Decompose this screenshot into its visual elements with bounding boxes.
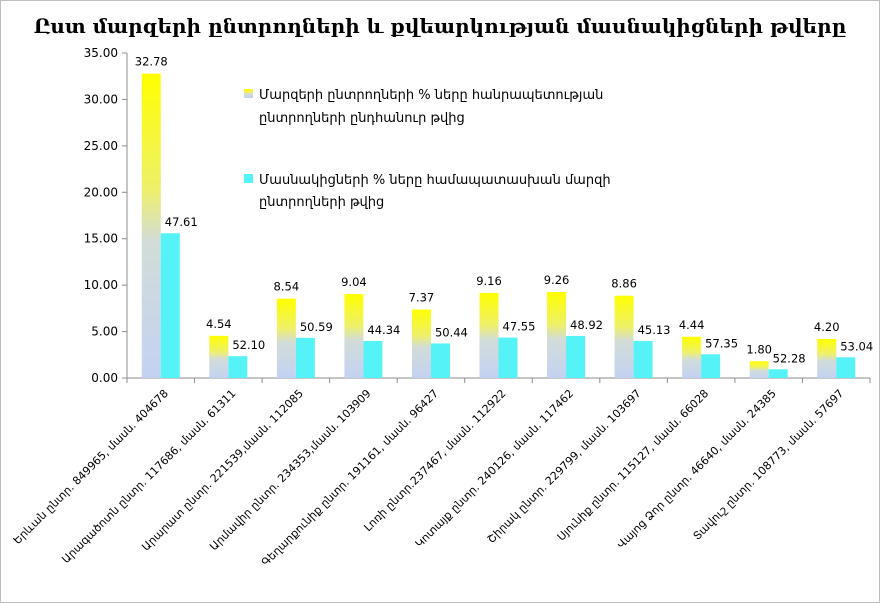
- bar-series-1: [682, 336, 702, 378]
- data-label-series-1: 4.20: [814, 320, 840, 334]
- bar-series-1: [344, 294, 364, 378]
- data-label-series-2: 50.44: [435, 325, 468, 339]
- x-tick-label: Լոռի ընտր.237467, մասն. 112922: [361, 387, 508, 534]
- data-label-series-2: 45.13: [638, 323, 671, 337]
- data-label-series-1: 9.26: [544, 273, 570, 287]
- bar-series-2: [228, 356, 248, 378]
- bar-series-2: [430, 343, 450, 378]
- bar-series-2: [566, 335, 586, 378]
- bar-series-2: [633, 340, 653, 378]
- x-tick-label: Երևան ընտր. 849965, մասն. 404678: [11, 387, 171, 547]
- legend-swatch-series-1: [244, 89, 253, 98]
- legend-label-series-2-line2: ընտրողների թվից: [259, 195, 384, 210]
- legend-label-series-1-line1: Մարզերի ընտրողների % ները հանրապետության: [259, 88, 603, 103]
- data-label-series-1: 32.78: [135, 55, 168, 69]
- x-tick-labels: Երևան ընտր. 849965, մասն. 404678Արագածոտ…: [11, 387, 847, 569]
- data-label-series-1: 9.16: [476, 274, 502, 288]
- x-tick-label: Շիրակ ընտր. 229799, մասն. 103697: [485, 387, 644, 546]
- bar-series-1: [411, 309, 431, 378]
- chart-title: Ըստ մարզերի ընտրողների և քվեարկության մա…: [33, 14, 847, 38]
- bar-series-2: [160, 233, 180, 378]
- y-tick-label: 10.00: [84, 278, 118, 292]
- data-label-series-2: 53.04: [840, 339, 873, 353]
- data-label-series-1: 8.86: [611, 277, 637, 291]
- y-tick-label: 25.00: [84, 139, 118, 153]
- data-label-series-2: 48.92: [570, 318, 603, 332]
- data-label-series-2: 47.61: [165, 215, 198, 229]
- y-tick-label: 20.00: [84, 185, 118, 199]
- x-tick-label: Տավուշ ընտր. 108773, մասն. 57697: [690, 387, 846, 543]
- y-tick-label: 30.00: [84, 92, 118, 106]
- data-label-series-2: 44.34: [367, 323, 400, 337]
- bar-series-2: [701, 354, 721, 378]
- legend: Մարզերի ընտրողների % ները հանրապետության…: [244, 88, 611, 210]
- x-tick-label: Սյունիք ընտր. 115127, մասն. 66028: [555, 387, 712, 544]
- bar-series-1: [749, 361, 769, 378]
- data-label-series-1: 4.44: [679, 318, 705, 332]
- bar-series-1: [276, 298, 296, 378]
- y-tick-label: 35.00: [84, 46, 118, 60]
- bar-series-1: [614, 295, 634, 378]
- data-label-series-2: 47.55: [503, 320, 536, 334]
- data-label-series-2: 52.10: [232, 338, 265, 352]
- data-label-series-1: 7.37: [409, 291, 435, 305]
- bar-series-1: [817, 339, 837, 378]
- data-label-series-1: 8.54: [274, 280, 300, 294]
- axes: 0.00 5.00 10.00 15.00 20.00 25.00 30.00 35.00: [84, 46, 871, 385]
- bar-series-1: [141, 73, 161, 378]
- y-tick-label: 5.00: [91, 325, 118, 339]
- bar-series-1: [547, 292, 567, 378]
- data-label-series-2: 57.35: [705, 336, 738, 350]
- bar-series-2: [768, 369, 788, 378]
- bar-series-2: [836, 357, 856, 378]
- bar-series-1: [479, 292, 499, 378]
- data-label-series-1: 4.54: [206, 317, 232, 331]
- y-tick-label: 15.00: [84, 232, 118, 246]
- data-label-series-2: 50.59: [300, 320, 333, 334]
- data-label-series-2: 52.28: [773, 351, 806, 365]
- legend-label-series-2-line1: Մասնակիցների % ները համապատասխան մարզի: [259, 173, 611, 188]
- data-label-series-1: 9.04: [341, 275, 367, 289]
- legend-label-series-1-line2: ընտրողների ընդհանուր թվից: [259, 111, 465, 126]
- bars: [141, 73, 856, 378]
- bar-series-2: [363, 340, 383, 378]
- data-label-series-1: 1.80: [746, 342, 772, 356]
- y-tick-label: 0.00: [91, 371, 118, 385]
- legend-swatch-series-2: [244, 174, 253, 183]
- bar-series-2: [498, 337, 518, 378]
- bar-series-1: [209, 335, 229, 378]
- bar-series-2: [295, 337, 315, 378]
